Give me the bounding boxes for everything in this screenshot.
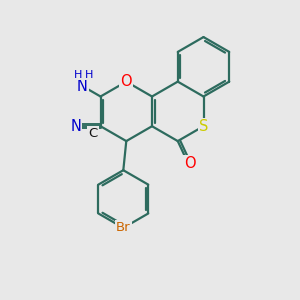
Text: O: O <box>121 74 132 89</box>
Text: H: H <box>85 70 93 80</box>
Text: Br: Br <box>116 221 130 234</box>
Text: C: C <box>88 127 98 140</box>
Text: N: N <box>77 79 88 94</box>
Text: O: O <box>184 156 196 171</box>
Text: S: S <box>199 119 208 134</box>
Text: N: N <box>70 119 81 134</box>
Text: H: H <box>74 70 82 80</box>
